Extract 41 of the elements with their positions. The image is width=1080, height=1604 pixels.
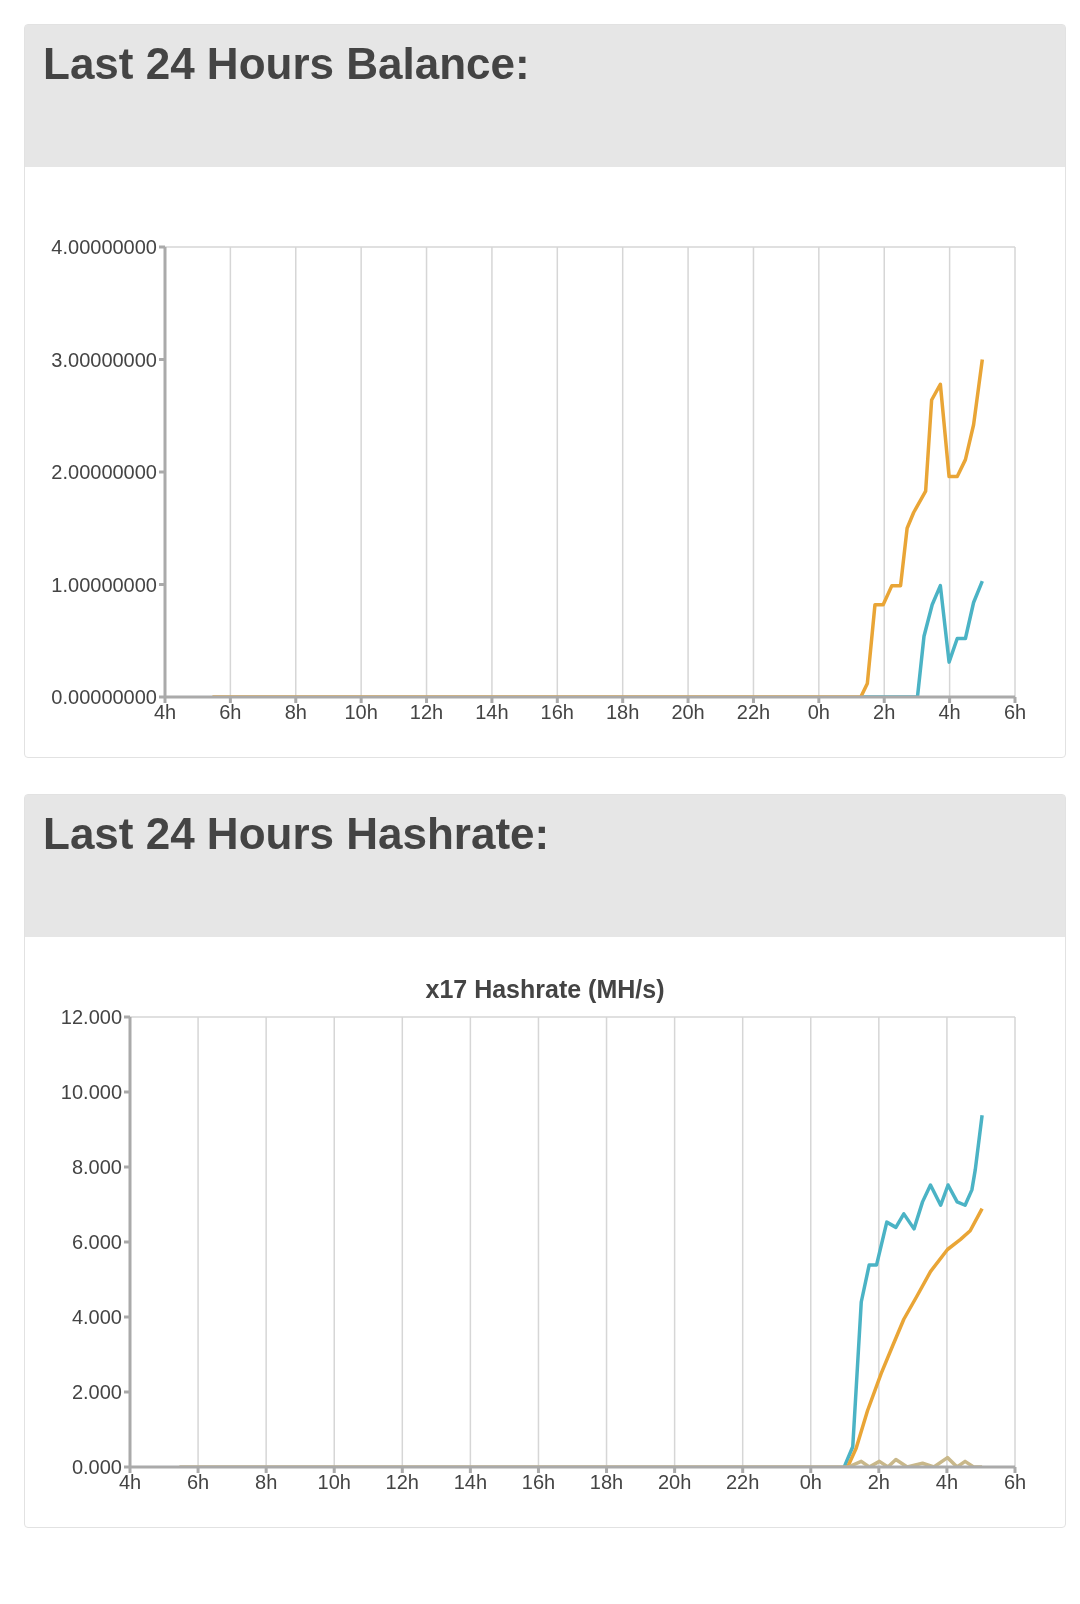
x-tick-label: 16h <box>521 1471 556 1494</box>
y-tick-label: 12.000 <box>60 1006 122 1029</box>
y-tick-label: 6.000 <box>71 1231 122 1254</box>
chart-title: Last 24 Hours Hashrate: <box>43 809 551 859</box>
y-tick-label: 10.000 <box>60 1081 122 1104</box>
x-tick-label: 20h <box>657 1471 692 1494</box>
x-tick-label: 14h <box>453 1471 488 1494</box>
x-tick-label: 0h <box>807 701 830 724</box>
y-tick-label: 0.00000000 <box>51 686 157 709</box>
y-tick-label: 4.000 <box>71 1306 122 1329</box>
x-tick-label: 10h <box>344 701 378 724</box>
y-tick-label: 2.00000000 <box>51 461 157 484</box>
x-tick-label: 6h <box>1003 1471 1027 1494</box>
y-tick-label: 8.000 <box>71 1156 122 1179</box>
x-tick-label: 20h <box>671 701 705 724</box>
y-tick-label: 1.00000000 <box>51 573 157 596</box>
x-tick-label: 6h <box>186 1471 210 1494</box>
x-tick-label: 2h <box>867 1471 890 1494</box>
chart-title: Last 24 Hours Balance: <box>43 39 531 89</box>
x-tick-label: 8h <box>255 1471 278 1494</box>
x-tick-label: 2h <box>873 701 896 724</box>
x-tick-label: 10h <box>317 1471 351 1494</box>
x-tick-label: 12h <box>409 701 444 724</box>
y-tick-label: 4.00000000 <box>51 236 157 259</box>
x-tick-label: 22h <box>736 701 771 724</box>
x-tick-label: 0h <box>799 1471 822 1494</box>
x-tick-label: 14h <box>475 701 509 724</box>
x-tick-label: 6h <box>219 701 242 724</box>
y-tick-label: 2.000 <box>71 1381 122 1404</box>
x-tick-label: 6h <box>1003 701 1027 724</box>
chart-subtitle: x17 Hashrate (MH/s) <box>424 975 666 1004</box>
x-tick-label: 4h <box>938 701 961 724</box>
x-tick-label: 8h <box>284 701 307 724</box>
x-tick-label: 4h <box>935 1471 959 1494</box>
x-tick-label: 12h <box>385 1471 419 1494</box>
y-tick-label: 0.000 <box>71 1456 122 1479</box>
x-tick-label: 18h <box>589 1471 624 1494</box>
x-tick-label: 16h <box>540 701 574 724</box>
x-tick-label: 18h <box>606 701 640 724</box>
y-tick-label: 3.00000000 <box>51 348 157 371</box>
x-tick-label: 22h <box>726 1471 760 1494</box>
